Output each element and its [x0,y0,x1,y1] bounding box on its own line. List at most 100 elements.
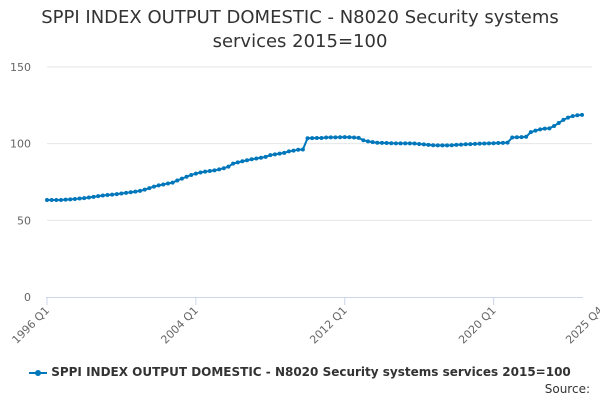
data-point[interactable] [207,168,212,173]
data-point[interactable] [459,142,464,147]
data-point[interactable] [468,142,473,147]
data-point[interactable] [547,126,552,131]
data-point[interactable] [72,197,77,202]
data-point[interactable] [431,143,436,148]
data-point[interactable] [291,148,296,153]
data-point[interactable] [580,112,584,117]
data-point[interactable] [454,142,459,147]
data-point[interactable] [514,135,519,140]
data-point[interactable] [403,141,408,146]
data-point[interactable] [352,135,357,140]
data-point[interactable] [473,141,477,146]
data-point[interactable] [398,141,403,146]
legend[interactable]: SPPI INDEX OUTPUT DOMESTIC - N8020 Secur… [0,362,600,382]
data-point[interactable] [440,143,445,148]
data-point[interactable] [407,141,412,146]
data-point[interactable] [449,143,454,148]
data-point[interactable] [445,143,450,148]
data-point[interactable] [138,188,143,193]
data-point[interactable] [189,172,194,177]
data-point[interactable] [542,126,547,131]
data-point[interactable] [156,183,161,188]
data-point[interactable] [259,155,263,160]
data-point[interactable] [96,194,101,199]
data-point[interactable] [319,135,324,140]
data-point[interactable] [147,186,152,191]
data-point[interactable] [184,174,189,179]
data-point[interactable] [417,141,422,146]
data-point[interactable] [421,142,426,147]
data-point[interactable] [286,149,291,154]
data-point[interactable] [561,117,566,122]
data-point[interactable] [124,190,129,195]
data-point[interactable] [556,120,561,125]
data-point[interactable] [477,141,482,146]
data-point[interactable] [435,143,440,148]
data-point[interactable] [463,142,468,147]
data-point[interactable] [198,170,203,175]
data-point[interactable] [370,140,375,145]
data-point[interactable] [338,135,343,140]
source-credit[interactable]: Source: [544,382,590,396]
data-point[interactable] [324,135,329,140]
data-point[interactable] [482,141,487,146]
data-point[interactable] [347,135,352,140]
data-point[interactable] [133,189,138,194]
data-point[interactable] [63,197,68,202]
data-point[interactable] [570,114,575,119]
data-point[interactable] [86,195,91,200]
data-point[interactable] [384,141,389,146]
data-point[interactable] [91,194,96,199]
data-point[interactable] [538,127,543,132]
data-point[interactable] [249,157,254,162]
data-point[interactable] [110,192,115,197]
data-point[interactable] [277,151,282,156]
data-point[interactable] [500,140,505,145]
data-point[interactable] [305,136,310,141]
data-point[interactable] [486,141,491,146]
data-point[interactable] [45,197,49,202]
data-point[interactable] [240,159,245,164]
data-point[interactable] [170,180,175,185]
data-point[interactable] [245,158,250,163]
data-point[interactable] [226,164,231,169]
data-point[interactable] [254,156,259,161]
data-point[interactable] [393,141,398,146]
data-point[interactable] [82,196,87,201]
data-point[interactable] [68,197,73,202]
data-point[interactable] [165,181,170,186]
data-point[interactable] [528,130,533,135]
data-point[interactable] [58,197,63,202]
data-point[interactable] [235,160,240,165]
data-point[interactable] [142,187,147,192]
data-point[interactable] [389,141,394,146]
data-point[interactable] [217,167,222,172]
data-point[interactable] [552,124,557,129]
data-point[interactable] [533,128,538,133]
data-point[interactable] [356,135,361,140]
data-point[interactable] [282,150,287,155]
data-point[interactable] [54,197,59,202]
data-point[interactable] [333,135,338,140]
data-point[interactable] [100,193,105,198]
data-point[interactable] [300,147,305,152]
data-point[interactable] [519,135,524,140]
data-point[interactable] [366,139,370,144]
data-point[interactable] [175,178,180,183]
data-point[interactable] [179,176,184,181]
data-point[interactable] [575,113,580,118]
data-point[interactable] [496,141,501,146]
data-point[interactable] [491,141,496,146]
data-point[interactable] [268,153,273,158]
data-point[interactable] [314,135,319,140]
data-point[interactable] [203,169,208,174]
data-point[interactable] [296,147,301,152]
data-point[interactable] [49,197,54,202]
data-point[interactable] [119,191,124,196]
data-point[interactable] [361,138,366,143]
data-point[interactable] [231,161,236,166]
data-point[interactable] [342,135,347,140]
data-point[interactable] [328,135,333,140]
data-point[interactable] [221,166,226,171]
data-point[interactable] [263,154,268,159]
